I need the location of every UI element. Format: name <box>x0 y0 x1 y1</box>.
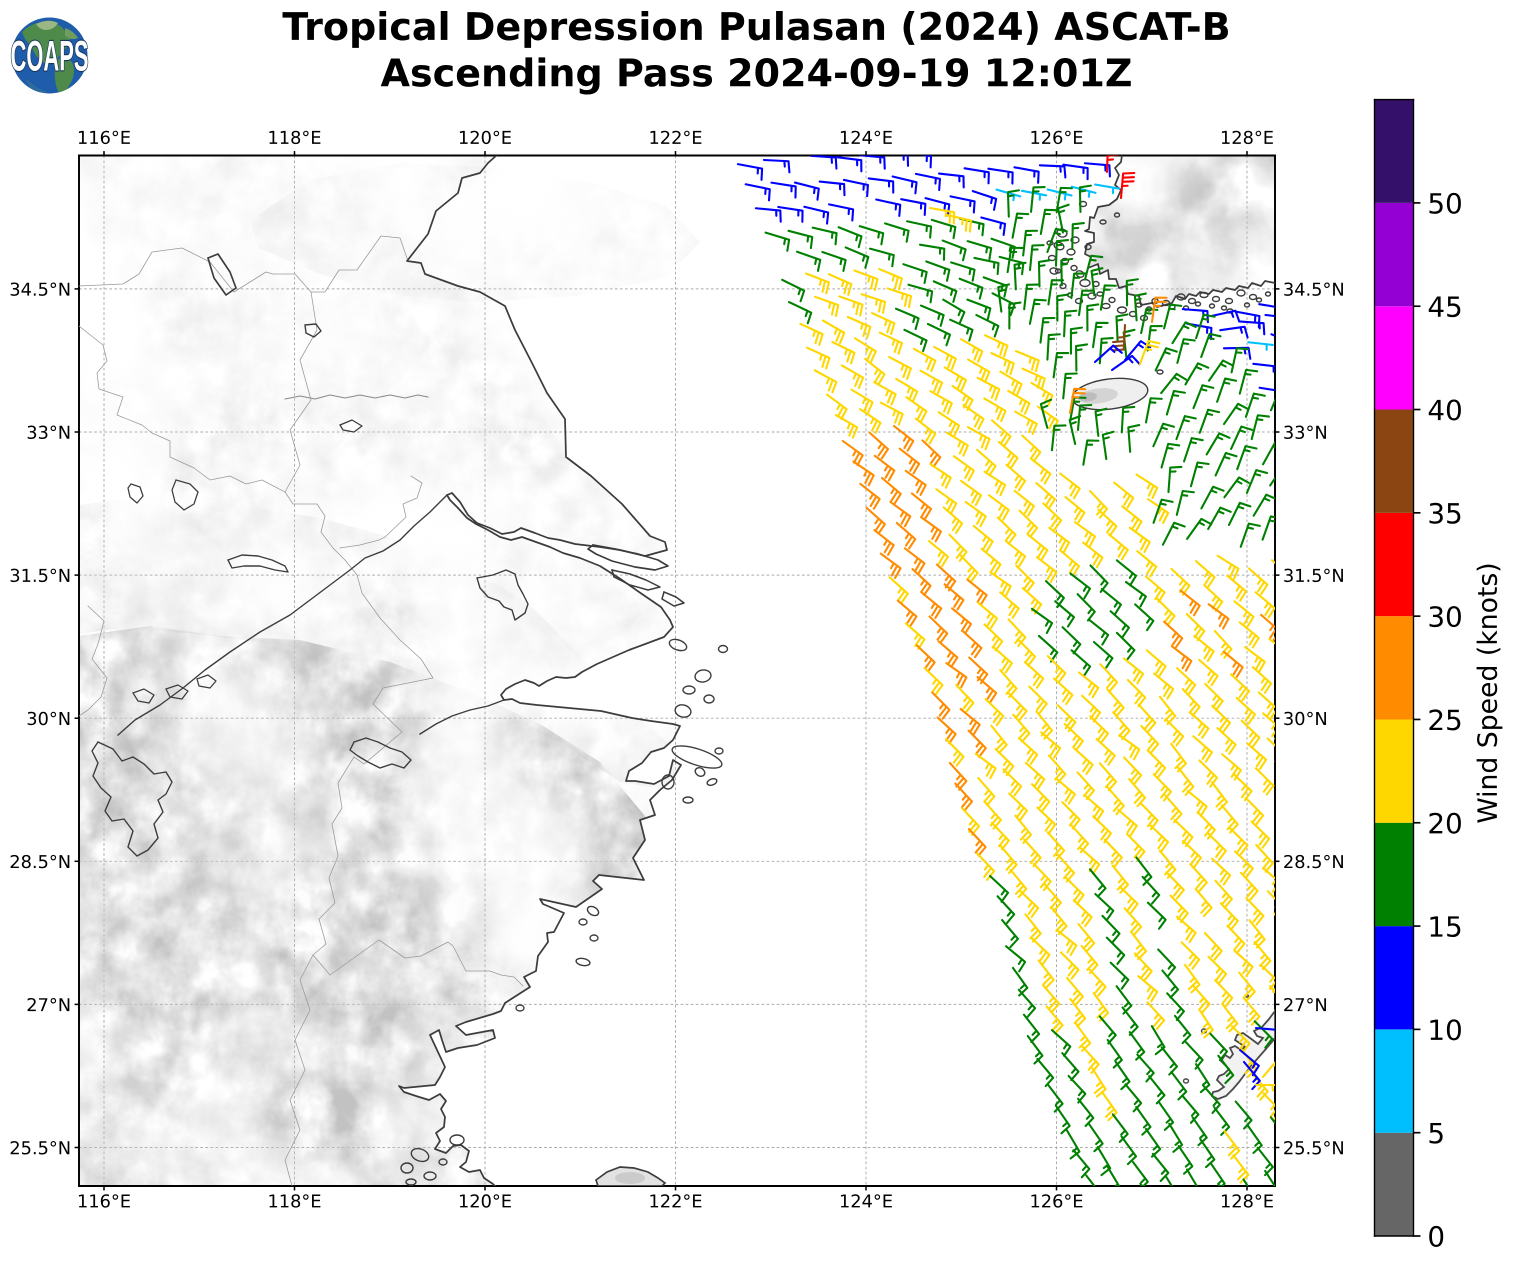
svg-text:COAPS: COAPS <box>11 33 89 81</box>
